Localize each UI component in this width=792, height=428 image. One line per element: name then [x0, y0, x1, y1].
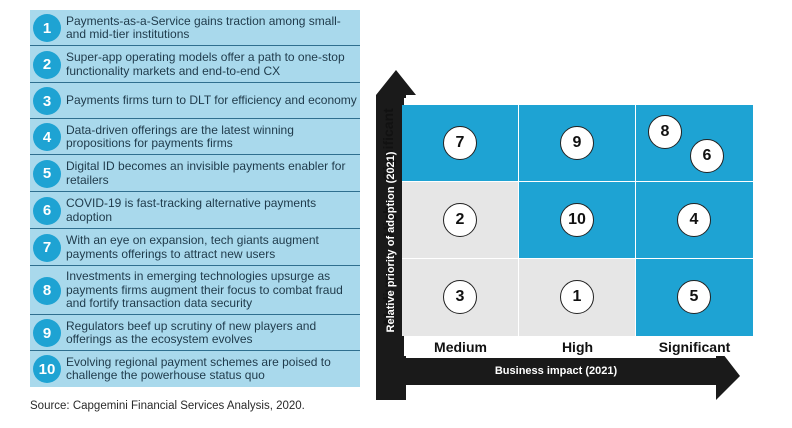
- matrix-cell: 4: [636, 182, 753, 259]
- trend-text: Evolving regional payment schemes are po…: [66, 354, 331, 382]
- trend-marker-3: 3: [443, 280, 477, 314]
- trend-text: Super-app operating models offer a path …: [66, 50, 345, 78]
- trend-number-badge: 4: [33, 123, 61, 151]
- trend-text: COVID-19 is fast-tracking alternative pa…: [66, 196, 317, 224]
- trend-number-badge: 10: [33, 355, 61, 383]
- trend-item: 6 COVID-19 is fast-tracking alternative p…: [30, 192, 360, 229]
- trend-text: Investments in emerging technologies ups…: [66, 269, 343, 311]
- trend-item: 1 Payments-as-a-Service gains traction am…: [30, 10, 360, 46]
- trend-item: 10 Evolving regional payment schemes are …: [30, 351, 360, 387]
- y-axis-title: Relative priority of adoption (2021): [385, 151, 397, 333]
- trend-marker-9: 9: [560, 126, 594, 160]
- matrix-cell: 2: [402, 182, 519, 259]
- trend-divider: [30, 314, 360, 315]
- trend-text: Payments-as-a-Service gains traction amo…: [66, 13, 341, 41]
- matrix-cell: 5: [636, 259, 753, 336]
- matrix-cell: 7: [402, 105, 519, 182]
- trend-marker-8: 8: [648, 115, 682, 149]
- trend-item: 9 Regulators beef up scrutiny of new play…: [30, 315, 360, 351]
- trend-divider: [30, 350, 360, 351]
- trend-number-badge: 9: [33, 319, 61, 347]
- priority-matrix: 7 9 8 6 2 10 4 3 1 5 Significant High Medium Medium H…: [376, 70, 753, 400]
- trend-number-badge: 7: [33, 233, 61, 262]
- matrix-cell: 10: [519, 182, 636, 259]
- source-note: Source: Capgemini Financial Services Ana…: [30, 400, 305, 412]
- trend-item: 4 Data-driven offerings are the latest wi…: [30, 119, 360, 155]
- trend-number-badge: 2: [33, 50, 61, 79]
- x-level-label: High: [561, 339, 594, 355]
- trend-number-badge: 5: [33, 159, 61, 188]
- trend-marker-5: 5: [677, 280, 711, 314]
- trend-item: 8 Investments in emerging technologies up…: [30, 266, 360, 315]
- x-level-label: Significant: [658, 339, 731, 355]
- trend-marker-2: 2: [443, 203, 477, 237]
- trend-number-badge: 1: [33, 14, 61, 42]
- trend-item: 5 Digital ID becomes an invisible payment…: [30, 155, 360, 192]
- x-axis-title: Business impact (2021): [494, 365, 618, 377]
- trend-text: With an eye on expansion, tech giants au…: [66, 233, 319, 261]
- trend-marker-1: 1: [560, 280, 594, 314]
- trend-divider: [30, 191, 360, 192]
- trend-item: 2 Super-app operating models offer a path…: [30, 46, 360, 83]
- trend-divider: [30, 154, 360, 155]
- trend-divider: [30, 228, 360, 229]
- trend-number-badge: 8: [33, 276, 61, 305]
- x-level-label: Medium: [434, 339, 487, 355]
- matrix-cell: 9: [519, 105, 636, 182]
- trend-divider: [30, 82, 360, 83]
- trend-text: Payments firms turn to DLT for efficienc…: [66, 93, 357, 108]
- matrix-cell: 1: [519, 259, 636, 336]
- trend-number-badge: 3: [33, 87, 61, 115]
- x-axis-arrow: [376, 345, 740, 400]
- trend-divider: [30, 45, 360, 46]
- trend-marker-6: 6: [690, 139, 724, 173]
- trend-marker-7: 7: [443, 126, 477, 160]
- trend-item: 3 Payments firms turn to DLT for efficien…: [30, 83, 360, 119]
- trend-marker-4: 4: [677, 203, 711, 237]
- matrix-grid: 7 9 8 6 2 10 4 3 1 5: [402, 105, 753, 336]
- trend-text: Data-driven offerings are the latest win…: [66, 122, 294, 150]
- trend-text: Regulators beef up scrutiny of new playe…: [66, 318, 317, 346]
- trend-marker-10: 10: [560, 203, 594, 237]
- matrix-cell: 3: [402, 259, 519, 336]
- trend-item: 7 With an eye on expansion, tech giants a…: [30, 229, 360, 266]
- trend-list: 1 Payments-as-a-Service gains traction am…: [30, 10, 360, 387]
- trend-divider: [30, 118, 360, 119]
- trend-text: Digital ID becomes an invisible payments…: [66, 159, 346, 187]
- trend-divider: [30, 265, 360, 266]
- trend-number-badge: 6: [33, 196, 61, 225]
